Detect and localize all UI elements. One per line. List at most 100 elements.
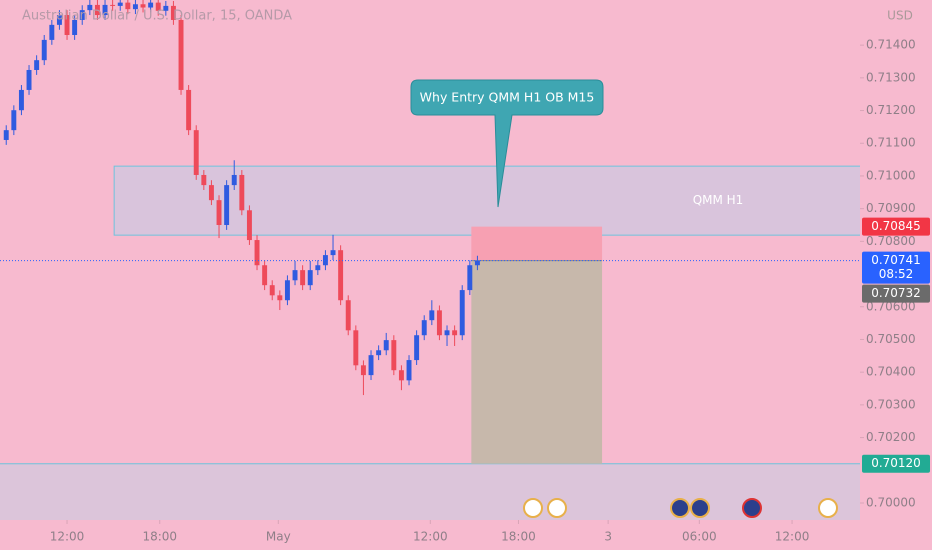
candle-body [3,130,9,140]
candle-body [353,330,359,366]
event-icon [523,498,543,518]
candle-body [178,19,184,90]
y-tick-label: 0.70600 [866,299,916,313]
candle-body [284,280,290,301]
candle-body [239,174,245,211]
y-tick-label: 0.71100 [866,136,916,150]
candle-body [72,19,78,35]
candle-body [398,370,404,381]
candle-body [391,340,397,371]
candle-body [110,4,116,6]
candle-body [102,4,108,16]
y-tick-label: 0.71300 [866,70,916,84]
price-label-bg [862,251,930,284]
candle-body [41,39,47,61]
target-zone [471,260,603,464]
candles [3,0,480,396]
candle-body [254,240,260,266]
candle-body [474,260,480,266]
candle-body [444,330,450,336]
candle-body [383,340,389,351]
y-tick-label: 0.70300 [866,397,916,411]
countdown: 08:52 [879,267,914,281]
candle-body [345,300,351,331]
candle-body [315,265,321,271]
candle-body [436,310,442,336]
candle-body [467,265,473,291]
candle-body [94,4,100,16]
zones [0,165,860,520]
candle-body [140,4,146,8]
candle-body [429,310,435,321]
candle-body [414,335,420,361]
candle-body [18,89,24,111]
candle-body [193,130,199,175]
demand-zone [0,463,860,520]
candle-body [87,4,93,11]
candle-body [262,265,268,286]
price-label: 0.70845 [871,219,921,233]
x-tick-label: May [266,530,291,544]
x-tick-label: 06:00 [682,530,717,544]
stop-zone [471,226,603,261]
candle-body [56,15,62,25]
x-tick-label: 3 [604,530,612,544]
candle-body [322,255,328,266]
candle-body [376,350,382,356]
candle-body [79,10,85,20]
chart-title: Australian Dollar / U.S. Dollar, 15, OAN… [22,9,292,24]
candle-body [269,285,275,296]
event-icon [690,498,710,518]
candle-body [224,185,230,226]
callout-box [410,79,604,208]
x-tick-label: 12:00 [50,530,85,544]
candle-body [406,360,412,381]
candle-body [452,330,458,336]
price-label: 0.70732 [871,286,921,300]
y-tick-label: 0.71000 [866,168,916,182]
qmm-zone-label: QMM H1 [693,193,744,207]
currency: USD [887,9,913,23]
price-label: 0.70741 [871,253,921,267]
candle-body [26,69,32,90]
event-icon [742,498,762,518]
y-tick-label: 0.70200 [866,430,916,444]
candle-body [49,24,55,40]
callout-text: Why Entry QMM H1 OB M15 [420,90,595,105]
event-icon [670,498,690,518]
candle-body [300,270,306,286]
x-tick-label: 12:00 [413,530,448,544]
candle-body [148,2,154,8]
price-label-bg [862,284,930,303]
candle-body [201,174,207,186]
event-icon [818,498,838,518]
candle-body [34,60,40,70]
candle-body [368,355,374,376]
candle-body [186,89,192,131]
y-tick-label: 0.70800 [866,234,916,248]
candle-body [117,2,123,6]
price-label-bg [862,217,930,236]
candle-body [459,290,465,336]
candle-body [330,250,336,256]
candle-body [338,250,344,301]
callout: Why Entry QMM H1 OB M15 [410,79,604,208]
candle-body [11,110,17,131]
candle-body [125,2,131,10]
candle-body [421,320,427,336]
event-icon [547,498,567,518]
price-label: 0.70120 [871,456,921,470]
y-tick-label: 0.70500 [866,332,916,346]
candle-body [163,5,169,11]
y-tick-label: 0.70900 [866,201,916,215]
y-tick-label: 0.71400 [866,38,916,52]
candle-body [170,5,176,20]
x-tick-label: 12:00 [775,530,810,544]
price-label-bg [862,454,930,473]
candle-body [208,185,214,201]
event-icons [523,498,838,518]
candle-body [292,270,298,281]
x-tick-label: 18:00 [501,530,536,544]
candle-body [231,174,237,186]
